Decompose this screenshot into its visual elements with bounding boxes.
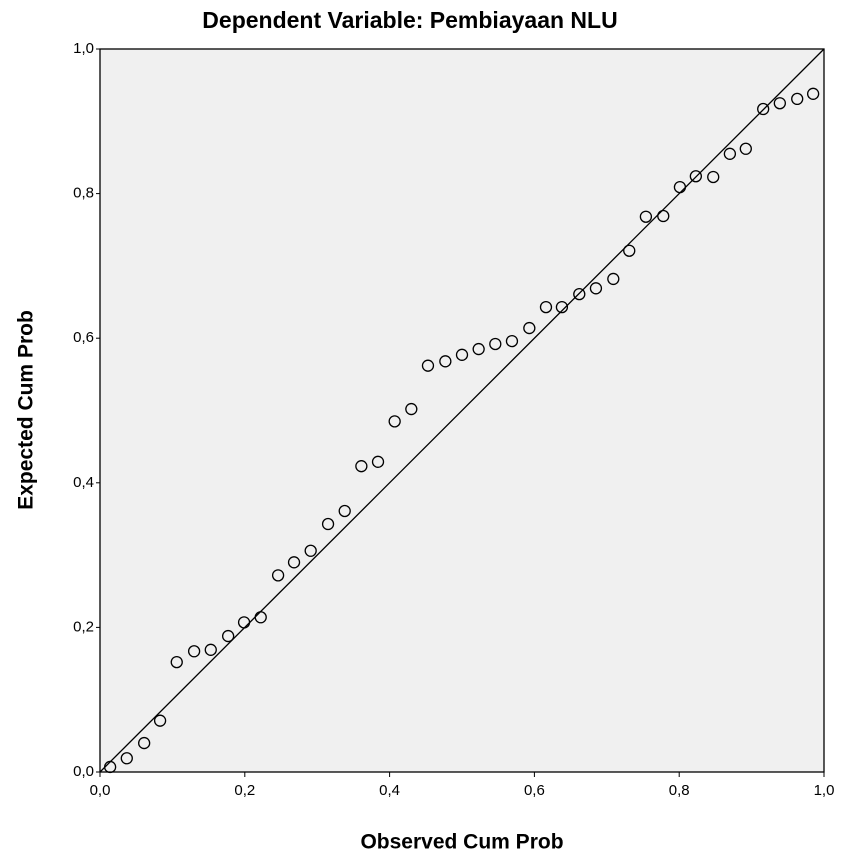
y-tick-label: 1,0 (73, 40, 94, 57)
plot-frame (99, 48, 825, 773)
point (170, 655, 183, 669)
point (689, 170, 703, 183)
point (739, 142, 752, 155)
x-tick-label: 0,4 (379, 782, 400, 799)
point (355, 460, 368, 473)
point (639, 210, 653, 223)
y-tick-label: 0,0 (73, 763, 94, 780)
point (589, 282, 603, 295)
point (271, 569, 285, 582)
x-tick-label: 0,2 (234, 782, 255, 799)
point (806, 87, 820, 100)
point (405, 402, 418, 416)
point (573, 287, 586, 301)
point (455, 348, 469, 361)
point (338, 504, 351, 518)
point (120, 752, 133, 765)
y-tick-label: 0,6 (73, 329, 94, 346)
point (505, 334, 519, 348)
point (673, 180, 687, 194)
y-tick-label: 0,2 (73, 618, 94, 635)
point (489, 337, 502, 351)
point (287, 556, 301, 569)
y-tick-label: 0,4 (73, 474, 94, 491)
point (523, 321, 536, 335)
point (388, 415, 401, 428)
point (773, 97, 786, 110)
reference-line (99, 48, 825, 773)
point (138, 736, 151, 750)
point (187, 645, 201, 658)
point (254, 611, 267, 624)
point (153, 714, 167, 727)
point (723, 147, 737, 160)
x-tick-label: 0,0 (90, 782, 111, 799)
point (791, 92, 804, 106)
point (421, 359, 435, 372)
point (439, 355, 452, 368)
point (103, 760, 117, 774)
point (623, 244, 636, 257)
point (555, 300, 569, 314)
point (304, 544, 317, 557)
point (757, 102, 770, 116)
point (371, 455, 385, 468)
x-tick-label: 0,8 (669, 782, 690, 799)
point (539, 300, 553, 314)
x-tick-label: 1,0 (814, 782, 835, 799)
point (321, 517, 335, 531)
point (657, 209, 670, 223)
y-tick-label: 0,8 (73, 185, 94, 202)
point (707, 170, 720, 184)
point (221, 629, 235, 643)
point (472, 342, 485, 356)
y-axis-label: Expected Cum Prob (15, 310, 38, 510)
point (607, 272, 620, 286)
chart-title: Dependent Variable: Pembiayaan NLU (202, 7, 617, 33)
x-axis-label: Observed Cum Prob (360, 831, 563, 854)
point (204, 643, 217, 656)
point (237, 616, 251, 629)
x-tick-label: 0,6 (524, 782, 545, 799)
